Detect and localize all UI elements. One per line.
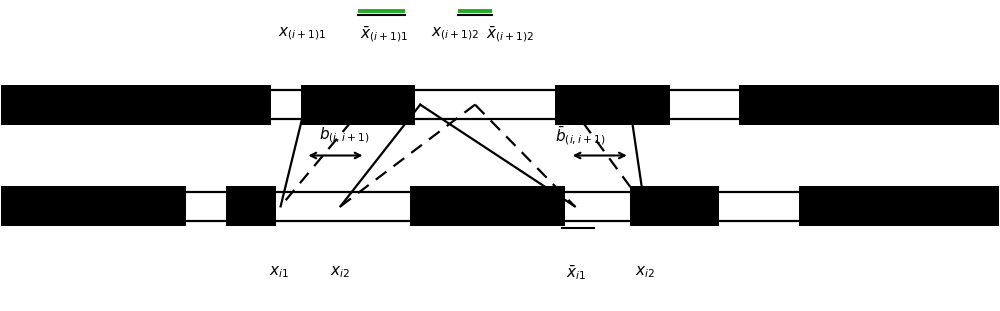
- Bar: [799, 186, 999, 226]
- Bar: [410, 186, 565, 226]
- Text: $x_{i2}$: $x_{i2}$: [635, 265, 655, 281]
- Bar: [301, 85, 415, 125]
- Bar: [739, 85, 999, 125]
- Text: $\bar{b}_{(i,i+1)}$: $\bar{b}_{(i,i+1)}$: [555, 124, 605, 147]
- Bar: [630, 186, 719, 226]
- Bar: [1, 85, 271, 125]
- Text: $x_{(i+1)1}$: $x_{(i+1)1}$: [278, 26, 327, 42]
- Text: $x_{i1}$: $x_{i1}$: [269, 265, 289, 281]
- Bar: [1, 186, 186, 226]
- Text: $\bar{x}_{(i+1)1}$: $\bar{x}_{(i+1)1}$: [360, 24, 409, 44]
- Text: $\bar{x}_{i1}$: $\bar{x}_{i1}$: [566, 263, 586, 282]
- Bar: [555, 85, 670, 125]
- Bar: [226, 186, 276, 226]
- Text: $x_{(i+1)2}$: $x_{(i+1)2}$: [431, 26, 479, 42]
- Text: $x_{i2}$: $x_{i2}$: [330, 265, 350, 281]
- Text: $b_{(i,i+1)}$: $b_{(i,i+1)}$: [319, 126, 369, 145]
- Text: $\bar{x}_{(i+1)2}$: $\bar{x}_{(i+1)2}$: [486, 24, 534, 44]
